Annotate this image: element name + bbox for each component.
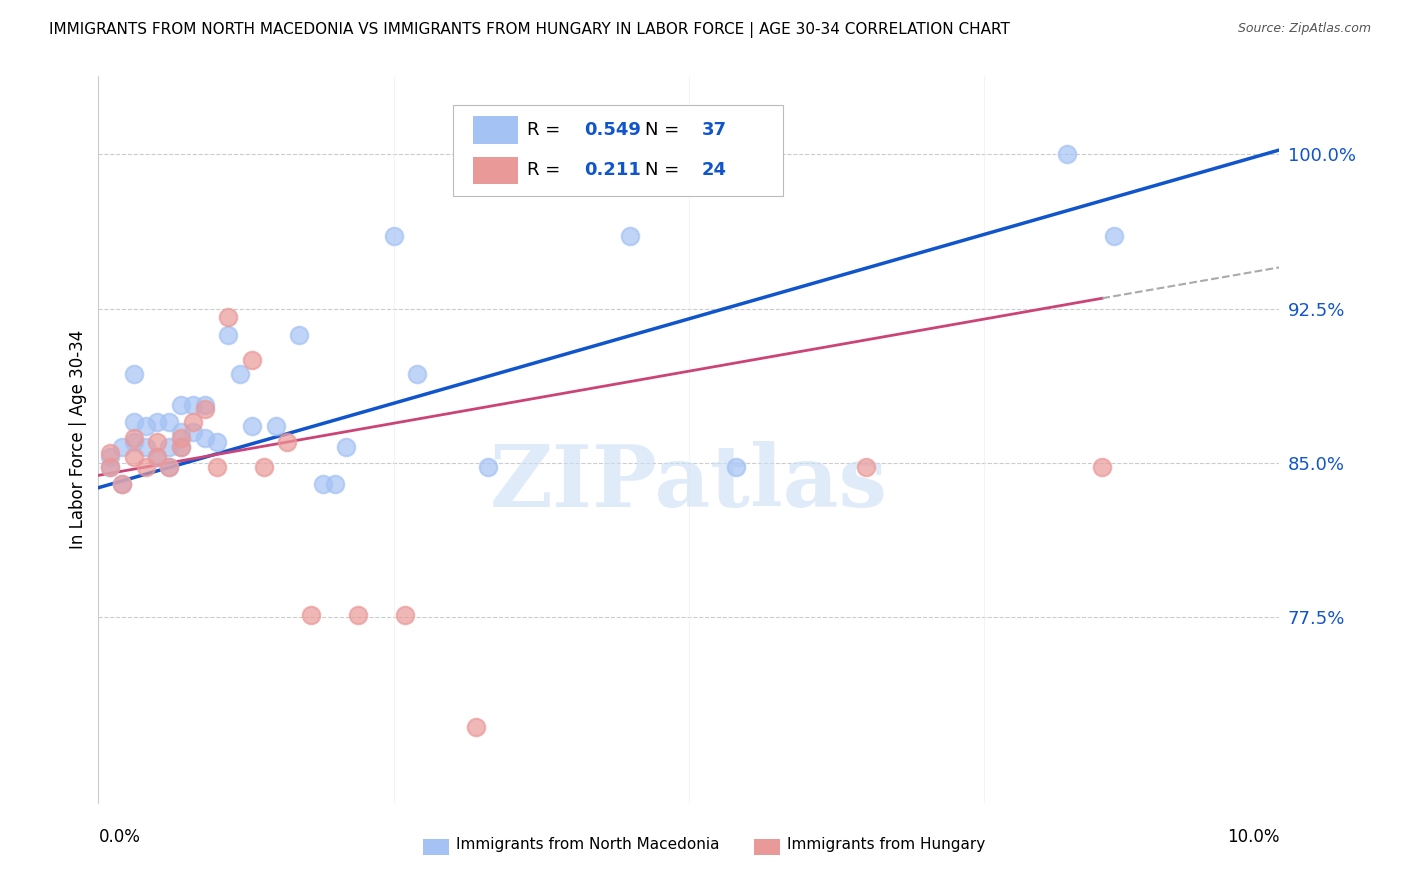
Point [323,476,346,491]
Point [157,440,180,454]
Point [240,418,263,433]
Point [465,720,488,734]
Point [111,440,134,454]
Point [205,460,228,475]
Point [855,460,877,475]
Point [1091,460,1114,475]
Bar [754,839,780,855]
Text: N =: N = [645,121,685,139]
Point [181,415,204,429]
Point [146,415,169,429]
Text: Immigrants from North Macedonia: Immigrants from North Macedonia [457,838,720,853]
Text: R =: R = [527,161,572,179]
Point [217,310,239,324]
Point [146,450,169,464]
Point [347,608,370,623]
Text: 0.211: 0.211 [583,161,641,179]
Text: 24: 24 [702,161,727,179]
Point [240,353,263,368]
FancyBboxPatch shape [453,105,783,195]
Point [135,460,157,475]
Point [157,415,180,429]
Text: N =: N = [645,161,685,179]
Point [98,460,121,475]
Point [135,418,157,433]
Point [98,450,121,464]
Bar [472,117,517,145]
Point [170,425,193,439]
Bar [472,157,517,185]
Point [229,368,252,382]
Point [194,398,217,412]
Point [122,435,145,450]
Point [122,415,145,429]
Point [170,398,193,412]
Text: 10.0%: 10.0% [1227,828,1279,846]
Point [288,328,311,343]
Point [122,450,145,464]
Point [146,450,169,464]
Point [194,402,217,417]
Point [157,460,180,475]
Y-axis label: In Labor Force | Age 30-34: In Labor Force | Age 30-34 [69,330,87,549]
Text: 0.0%: 0.0% [98,828,141,846]
Text: 37: 37 [702,121,727,139]
Point [194,431,217,445]
Point [181,425,204,439]
Point [264,418,287,433]
Point [170,440,193,454]
Point [205,435,228,450]
Bar [423,839,449,855]
Point [98,460,121,475]
Point [1056,147,1078,161]
Text: 0.549: 0.549 [583,121,641,139]
Text: Source: ZipAtlas.com: Source: ZipAtlas.com [1237,22,1371,36]
Point [335,440,357,454]
Text: Immigrants from Hungary: Immigrants from Hungary [787,838,986,853]
Point [170,440,193,454]
Point [111,476,134,491]
Point [181,398,204,412]
Point [725,460,748,475]
Point [477,460,499,475]
Point [406,368,429,382]
Point [299,608,322,623]
Point [122,368,145,382]
Point [122,431,145,445]
Point [135,440,157,454]
Text: IMMIGRANTS FROM NORTH MACEDONIA VS IMMIGRANTS FROM HUNGARY IN LABOR FORCE | AGE : IMMIGRANTS FROM NORTH MACEDONIA VS IMMIG… [49,22,1010,38]
Point [253,460,276,475]
Point [111,476,134,491]
Point [1102,229,1125,244]
Point [217,328,239,343]
Text: ZIPatlas: ZIPatlas [489,441,889,524]
Point [619,229,641,244]
Point [312,476,335,491]
Point [276,435,298,450]
Point [157,460,180,475]
Point [382,229,405,244]
Point [394,608,416,623]
Point [146,435,169,450]
Point [170,431,193,445]
Point [98,446,121,460]
Text: R =: R = [527,121,567,139]
